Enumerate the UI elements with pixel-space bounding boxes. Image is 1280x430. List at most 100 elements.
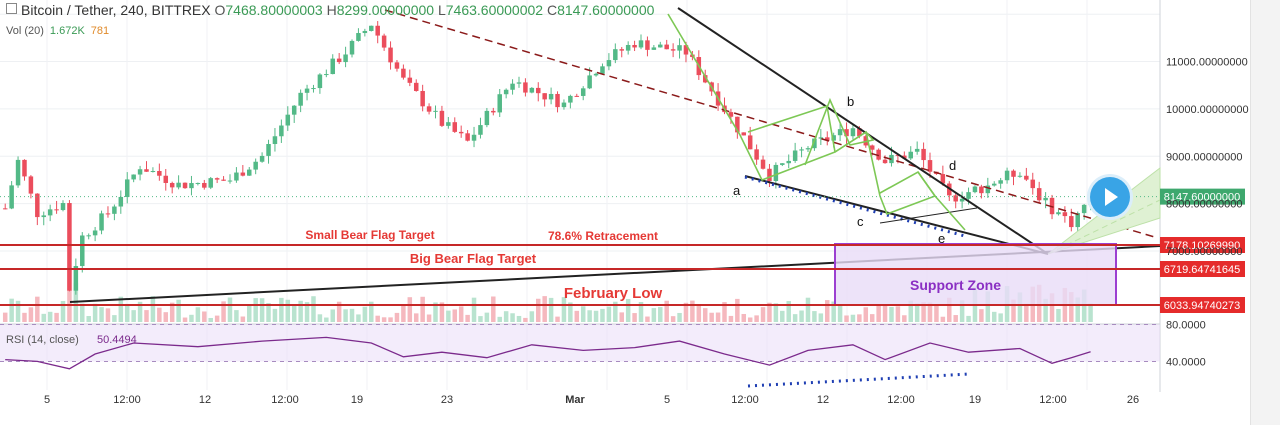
rsi-divergence-line	[747, 372, 971, 388]
collapse-icon[interactable]	[6, 3, 17, 14]
volume-bar	[311, 296, 316, 322]
candle-body	[542, 93, 547, 100]
volume-bar	[497, 316, 502, 322]
volume-bar	[137, 301, 143, 322]
volume-bar	[240, 316, 246, 322]
candle-body	[86, 235, 91, 237]
candle-body	[1017, 175, 1023, 177]
volume-bar	[690, 300, 695, 322]
candle-body	[41, 215, 46, 218]
play-icon[interactable]	[1090, 177, 1130, 217]
candle-body	[651, 47, 657, 50]
candle-body	[247, 169, 252, 176]
candle-body	[529, 87, 535, 93]
candle-body	[902, 155, 907, 159]
candle-body	[253, 161, 258, 170]
high-value: 8299.00000000	[336, 2, 435, 18]
candle-body	[375, 25, 380, 36]
volume-bar	[67, 267, 72, 322]
volume-bar	[9, 298, 14, 322]
candle-body	[388, 47, 393, 63]
candle-body	[131, 174, 136, 180]
candle-body	[625, 44, 631, 51]
volume-bar	[792, 314, 798, 322]
volume-bar	[728, 315, 734, 322]
low-value: 7463.60000002	[445, 2, 544, 18]
x-tick-label: 19	[351, 394, 363, 406]
volume-bar	[889, 306, 894, 322]
volume-bar	[966, 315, 971, 322]
volume-bar	[863, 307, 869, 322]
candle-body	[786, 160, 791, 164]
candle-body	[420, 90, 425, 107]
candle-body	[80, 235, 85, 267]
volume-bar	[953, 315, 958, 322]
bear-flag-channel	[917, 171, 966, 231]
candle-body	[536, 87, 541, 94]
candle-body	[304, 88, 310, 93]
candle-body	[433, 110, 438, 112]
volume-bar	[683, 302, 689, 322]
volume-bar	[401, 304, 406, 322]
volume-bar	[722, 302, 727, 322]
candle-body	[683, 45, 689, 55]
volume-bar	[658, 307, 663, 322]
volume-bar	[381, 317, 387, 322]
volume-bar	[285, 299, 291, 322]
volume-bar	[625, 298, 631, 322]
candle-body	[439, 110, 445, 126]
candle-body	[503, 89, 509, 95]
volume-bar	[600, 308, 605, 322]
y-tick-label: 9000.00000000	[1166, 151, 1242, 163]
candle-body	[1043, 197, 1048, 201]
volume-bar	[112, 315, 117, 322]
candle-body	[998, 180, 1003, 184]
volume-bar	[266, 303, 271, 322]
candle-body	[362, 30, 368, 34]
volume-bar	[914, 303, 920, 322]
candle-body	[176, 182, 181, 188]
candle-body	[1004, 170, 1010, 181]
candle-body	[330, 58, 335, 75]
volume-bar	[593, 310, 599, 322]
scrollbar[interactable]	[1250, 0, 1280, 425]
volume-bar	[516, 315, 522, 322]
candle-body	[60, 203, 66, 211]
volume-bar	[99, 307, 104, 322]
candle-body	[1011, 170, 1016, 177]
rsi-legend-value: 50.4494	[97, 334, 137, 346]
upper-wedge-line	[677, 7, 1049, 255]
volume-bar	[741, 313, 747, 322]
candle-body	[857, 128, 862, 137]
candle-body	[754, 149, 759, 160]
volume-bar	[356, 314, 361, 322]
candle-body	[163, 175, 169, 183]
volume-bar	[60, 300, 66, 322]
volume-bar	[452, 309, 458, 322]
candle-body	[324, 74, 329, 76]
candle-body	[613, 49, 618, 61]
candle-body	[369, 25, 374, 31]
close-value: 8147.60000000	[557, 2, 655, 18]
volume-bar	[1017, 292, 1023, 322]
volume-bar	[375, 315, 380, 322]
candle-body	[279, 125, 284, 137]
candle-body	[741, 132, 747, 136]
candle-body	[1062, 212, 1068, 217]
volume-bar	[169, 302, 175, 322]
volume-bar	[876, 305, 881, 322]
volume-bar	[568, 302, 573, 322]
volume-bar	[433, 302, 438, 322]
minor-line	[879, 207, 978, 224]
volume-bar	[214, 315, 220, 322]
candle-body	[747, 135, 753, 150]
volume-bar	[613, 301, 618, 322]
candle-body	[799, 149, 804, 151]
volume-bar	[580, 306, 586, 322]
candle-body	[895, 154, 901, 156]
volume-bar	[47, 311, 53, 322]
candle-body	[767, 168, 772, 181]
x-tick-label: 26	[1127, 394, 1139, 406]
candle-body	[632, 44, 637, 48]
volume-bar	[844, 315, 849, 322]
